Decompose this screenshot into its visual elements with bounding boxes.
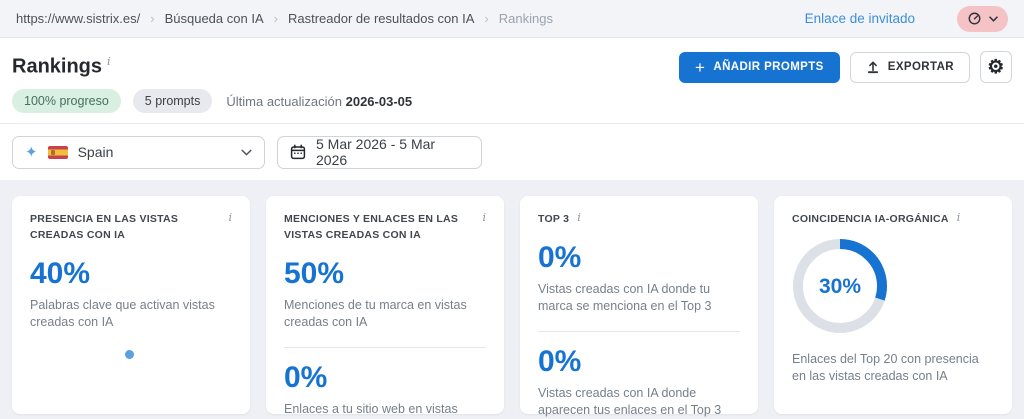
stat-value: 0%: [538, 344, 582, 378]
spain-flag-icon: [47, 145, 68, 159]
donut-value-label: 30%: [819, 275, 861, 298]
donut-chart: 30%: [792, 238, 994, 339]
breadcrumb-site-url[interactable]: https://www.sistrix.es/: [16, 11, 141, 26]
page-title: Rankings i: [12, 55, 111, 78]
breadcrumb-separator-icon: ›: [150, 11, 155, 26]
donut-arc: [793, 238, 887, 333]
guest-link[interactable]: Enlace de invitado: [804, 11, 915, 26]
title-info-icon[interactable]: i: [107, 55, 111, 69]
chevron-down-icon: [241, 149, 252, 156]
breadcrumb: https://www.sistrix.es/ › Búsqueda con I…: [16, 11, 553, 26]
settings-button[interactable]: ⚙: [980, 51, 1012, 83]
breadcrumb-busqueda-ia[interactable]: Búsqueda con IA: [164, 11, 264, 26]
calendar-icon: [290, 144, 306, 160]
upload-icon: [866, 60, 880, 74]
prompts-count-badge: 5 prompts: [132, 89, 213, 113]
caret-down-icon: [989, 15, 998, 22]
stat-desc: Vistas creadas con IA donde tu marca se …: [538, 281, 712, 314]
stats-cards: PRESENCIA EN LAS VISTAS CREADAS CON IA i…: [0, 180, 1024, 419]
stat-value: 0%: [284, 360, 328, 394]
add-prompts-button[interactable]: + AÑADIR PROMPTS: [679, 51, 840, 83]
status-row: 100% progreso 5 prompts Última actualiza…: [12, 89, 1012, 113]
info-icon[interactable]: i: [228, 211, 232, 224]
chart-dot: [125, 350, 134, 359]
last-update: Última actualización 2026-03-05: [226, 93, 413, 109]
stat-value: 0%: [538, 240, 582, 274]
divider: [284, 346, 486, 348]
plus-icon: +: [695, 57, 706, 77]
stat-value: 40%: [30, 256, 91, 290]
gear-icon: ⚙: [987, 56, 1005, 78]
card-title: COINCIDENCIA IA-ORGÁNICA: [792, 213, 949, 225]
info-icon[interactable]: i: [482, 211, 486, 224]
card-menciones-enlaces: MENCIONES Y ENLACES EN LAS VISTAS CREADA…: [266, 196, 504, 416]
breadcrumb-separator-icon: ›: [273, 11, 278, 26]
progress-badge: 100% progreso: [12, 89, 121, 113]
topbar: https://www.sistrix.es/ › Búsqueda con I…: [0, 0, 1024, 38]
date-range-value: 5 Mar 2026 - 5 Mar 2026: [316, 136, 436, 168]
info-icon[interactable]: i: [956, 211, 961, 224]
card-top3: TOP 3 i 0% Vistas creadas con IA donde t…: [520, 196, 758, 417]
card-coincidencia: COINCIDENCIA IA-ORGÁNICA i 30% Enlaces d…: [774, 196, 1012, 414]
card-title: MENCIONES Y ENLACES EN LAS VISTAS CREADA…: [284, 213, 459, 241]
card-title: TOP 3: [538, 213, 570, 225]
card-title: PRESENCIA EN LAS VISTAS CREADAS CON IA: [30, 213, 179, 241]
date-range-picker[interactable]: 5 Mar 2026 - 5 Mar 2026: [277, 135, 482, 169]
stat-desc: Vistas creadas con IA donde aparecen tus…: [538, 385, 722, 418]
breadcrumb-rastreador[interactable]: Rastreador de resultados con IA: [287, 11, 475, 26]
divider: [538, 330, 740, 332]
country-select[interactable]: ✦ Spain: [12, 135, 265, 169]
stat-desc: Menciones de tu marca en vistas creadas …: [284, 297, 467, 330]
stat-value: 50%: [284, 256, 345, 290]
stat-desc: Enlaces del Top 20 con presencia en las …: [792, 351, 979, 384]
card-presencia-ia: PRESENCIA EN LAS VISTAS CREADAS CON IA i…: [12, 196, 250, 414]
stat-desc: Palabras clave que activan vistas creada…: [30, 297, 215, 330]
filter-bar: ✦ Spain 5 Mar 2026 - 5 Mar 2026: [0, 124, 1024, 180]
gauge-icon: [967, 11, 982, 26]
account-menu-button[interactable]: [957, 5, 1008, 32]
ai-sparkle-icon: ✦: [25, 143, 38, 161]
breadcrumb-separator-icon: ›: [484, 11, 489, 26]
stat-desc: Enlaces a tu sitio web en vistas creadas…: [284, 401, 458, 416]
header-actions: + AÑADIR PROMPTS EXPORTAR ⚙: [679, 51, 1012, 83]
last-update-date: 2026-03-05: [345, 93, 413, 109]
breadcrumb-rankings-current: Rankings: [498, 11, 553, 26]
page-header: Rankings i + AÑADIR PROMPTS EXPORTAR ⚙ 10…: [0, 38, 1024, 124]
info-icon[interactable]: i: [577, 211, 581, 224]
country-select-value: Spain: [77, 144, 114, 160]
topbar-right: Enlace de invitado: [804, 5, 1008, 32]
export-button[interactable]: EXPORTAR: [849, 51, 970, 83]
